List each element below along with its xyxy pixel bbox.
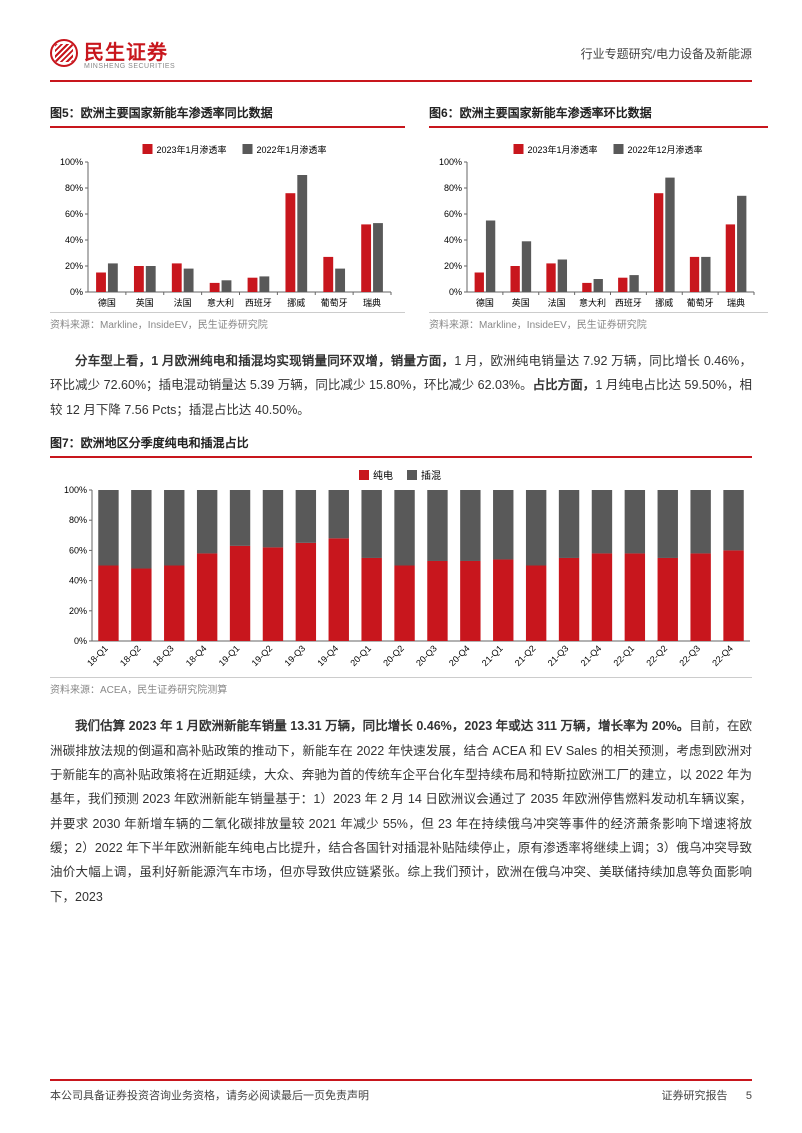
- header-category: 行业专题研究/电力设备及新能源: [581, 45, 752, 62]
- svg-text:19-Q3: 19-Q3: [283, 643, 308, 668]
- paragraph-2: 我们估算 2023 年 1 月欧洲新能车销量 13.31 万辆，同比增长 0.4…: [50, 714, 752, 909]
- fig5-chart: 2023年1月渗透率 2022年1月渗透率 0% 20% 40% 60% 80% 100% 德国…: [50, 130, 405, 310]
- svg-text:22-Q1: 22-Q1: [612, 643, 637, 668]
- svg-text:意大利: 意大利: [579, 297, 606, 308]
- svg-text:19-Q4: 19-Q4: [315, 643, 340, 668]
- svg-text:40%: 40%: [65, 235, 83, 245]
- svg-text:挪威: 挪威: [287, 297, 305, 308]
- svg-text:瑞典: 瑞典: [363, 297, 381, 308]
- svg-text:0%: 0%: [449, 287, 462, 297]
- brand-name-cn: 民生证券: [84, 36, 175, 65]
- svg-text:21-Q4: 21-Q4: [579, 643, 604, 668]
- svg-text:英国: 英国: [512, 297, 530, 308]
- svg-text:德国: 德国: [98, 297, 116, 308]
- svg-text:80%: 80%: [444, 183, 462, 193]
- fig6-title: 图6：欧洲主要国家新能车渗透率环比数据: [429, 106, 652, 120]
- svg-text:19-Q1: 19-Q1: [217, 643, 242, 668]
- fig5-title: 图5：欧洲主要国家新能车渗透率同比数据: [50, 106, 273, 120]
- svg-text:2022年12月渗透率: 2022年12月渗透率: [628, 144, 703, 155]
- svg-text:60%: 60%: [444, 209, 462, 219]
- svg-text:60%: 60%: [69, 546, 87, 556]
- svg-text:22-Q3: 22-Q3: [677, 643, 702, 668]
- svg-text:纯电: 纯电: [373, 469, 393, 482]
- figure-5: 图5：欧洲主要国家新能车渗透率同比数据 2023年1月渗透率 2022年1月渗透率…: [50, 104, 405, 331]
- svg-text:18-Q3: 18-Q3: [151, 643, 176, 668]
- svg-text:葡萄牙: 葡萄牙: [321, 297, 348, 308]
- paragraph-1: 分车型上看，1 月欧洲纯电和插混均实现销量同环双增，销量方面，1 月，欧洲纯电销…: [50, 349, 752, 422]
- svg-text:40%: 40%: [69, 576, 87, 586]
- svg-text:100%: 100%: [439, 157, 462, 167]
- svg-text:60%: 60%: [65, 209, 83, 219]
- fig7-chart: 纯电 插混 0% 20% 40% 60% 80% 100% 18-Q1 18-Q2 18-Q3 18-…: [50, 460, 752, 675]
- svg-text:意大利: 意大利: [207, 297, 234, 308]
- svg-text:19-Q2: 19-Q2: [250, 643, 275, 668]
- svg-text:法国: 法国: [548, 297, 566, 308]
- svg-text:22-Q2: 22-Q2: [644, 643, 669, 668]
- svg-text:20%: 20%: [69, 606, 87, 616]
- svg-text:18-Q1: 18-Q1: [85, 643, 110, 668]
- footer-disclaimer: 本公司具备证券投资咨询业务资格，请务必阅读最后一页免责声明: [50, 1087, 369, 1103]
- svg-text:2022年1月渗透率: 2022年1月渗透率: [257, 144, 327, 155]
- svg-text:100%: 100%: [60, 157, 83, 167]
- page-header: 民生证券 MINSHENG SECURITIES 行业专题研究/电力设备及新能源: [50, 36, 752, 76]
- svg-text:西班牙: 西班牙: [615, 297, 642, 308]
- svg-text:德国: 德国: [476, 297, 494, 308]
- fig6-chart: 2023年1月渗透率 2022年12月渗透率 0% 20% 40% 60% 80% 100% 德…: [429, 130, 768, 310]
- svg-text:20-Q1: 20-Q1: [348, 643, 373, 668]
- svg-text:20-Q2: 20-Q2: [381, 643, 406, 668]
- header-rule: [50, 80, 752, 82]
- svg-text:挪威: 挪威: [655, 297, 673, 308]
- svg-text:20-Q3: 20-Q3: [414, 643, 439, 668]
- svg-text:插混: 插混: [421, 469, 441, 482]
- footer-report-label: 证券研究报告: [662, 1090, 728, 1102]
- svg-text:18-Q4: 18-Q4: [184, 643, 209, 668]
- logo-icon: [50, 39, 78, 67]
- svg-text:22-Q4: 22-Q4: [710, 643, 735, 668]
- svg-text:英国: 英国: [136, 297, 154, 308]
- svg-text:80%: 80%: [65, 183, 83, 193]
- svg-text:20%: 20%: [65, 261, 83, 271]
- svg-text:法国: 法国: [174, 297, 192, 308]
- svg-text:西班牙: 西班牙: [245, 297, 272, 308]
- figure-7: 图7：欧洲地区分季度纯电和插混占比 纯电 插混 0% 20% 40% 60% 80% 100%…: [50, 434, 752, 696]
- svg-text:20-Q4: 20-Q4: [447, 643, 472, 668]
- svg-text:0%: 0%: [74, 636, 87, 646]
- svg-text:21-Q2: 21-Q2: [513, 643, 538, 668]
- svg-text:20%: 20%: [444, 261, 462, 271]
- svg-text:21-Q3: 21-Q3: [546, 643, 571, 668]
- svg-text:2023年1月渗透率: 2023年1月渗透率: [528, 144, 598, 155]
- svg-text:2023年1月渗透率: 2023年1月渗透率: [157, 144, 227, 155]
- svg-text:100%: 100%: [64, 485, 87, 495]
- page-footer: 本公司具备证券投资咨询业务资格，请务必阅读最后一页免责声明 证券研究报告 5: [50, 1075, 752, 1103]
- brand-logo: 民生证券 MINSHENG SECURITIES: [50, 36, 175, 70]
- svg-text:葡萄牙: 葡萄牙: [687, 297, 714, 308]
- svg-text:21-Q1: 21-Q1: [480, 643, 505, 668]
- svg-text:瑞典: 瑞典: [727, 297, 745, 308]
- svg-text:0%: 0%: [70, 287, 83, 297]
- fig7-title: 图7：欧洲地区分季度纯电和插混占比: [50, 436, 249, 450]
- svg-text:18-Q2: 18-Q2: [118, 643, 143, 668]
- svg-text:40%: 40%: [444, 235, 462, 245]
- brand-name-en: MINSHENG SECURITIES: [84, 63, 175, 70]
- svg-text:80%: 80%: [69, 515, 87, 525]
- figure-6: 图6：欧洲主要国家新能车渗透率环比数据 2023年1月渗透率 2022年12月渗透…: [429, 104, 768, 331]
- page-number: 5: [746, 1090, 752, 1102]
